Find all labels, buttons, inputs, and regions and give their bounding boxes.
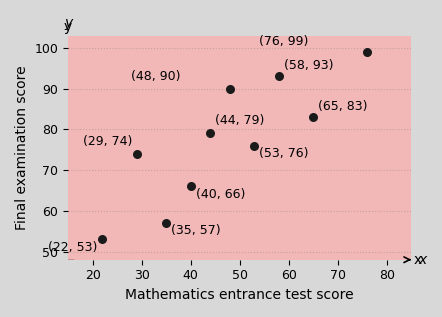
Point [163,221,170,226]
Point [251,143,258,148]
Text: (40, 66): (40, 66) [196,188,245,201]
Text: y: y [64,16,72,29]
Text: (29, 74): (29, 74) [83,135,132,148]
Point [364,49,371,55]
Point [133,151,141,156]
Point [275,74,282,79]
Text: (48, 90): (48, 90) [131,69,181,82]
Text: (22, 53): (22, 53) [48,241,98,254]
Text: y: y [64,20,72,34]
Point [207,131,214,136]
Text: (76, 99): (76, 99) [259,35,309,48]
Y-axis label: Final examination score: Final examination score [15,65,29,230]
Text: (65, 83): (65, 83) [318,100,368,113]
Text: x: x [419,253,427,267]
Text: x: x [414,253,422,267]
X-axis label: Mathematics entrance test score: Mathematics entrance test score [126,288,354,302]
Text: (35, 57): (35, 57) [171,224,221,237]
Point [310,115,317,120]
Text: (58, 93): (58, 93) [284,59,333,72]
Text: (44, 79): (44, 79) [215,114,265,127]
Point [226,86,233,91]
Point [99,237,106,242]
Text: (53, 76): (53, 76) [259,147,309,160]
Point [187,184,194,189]
